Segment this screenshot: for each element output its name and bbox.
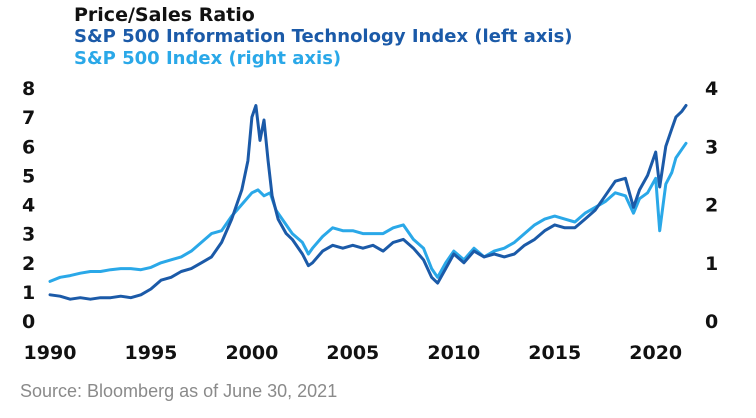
right-tick-label: 0 bbox=[705, 311, 718, 333]
title-block: Price/Sales Ratio S&P 500 Information Te… bbox=[74, 4, 573, 70]
x-tick-label: 1995 bbox=[125, 342, 178, 364]
right-axis-ticks: 0 1 2 3 4 bbox=[705, 78, 718, 333]
left-tick-label: 3 bbox=[22, 224, 35, 246]
x-tick-label: 2005 bbox=[326, 342, 379, 364]
x-tick-label: 2015 bbox=[528, 342, 581, 364]
left-tick-label: 4 bbox=[22, 195, 35, 217]
left-tick-label: 1 bbox=[22, 282, 35, 304]
left-tick-label: 2 bbox=[22, 253, 35, 275]
right-tick-label: 4 bbox=[705, 78, 718, 100]
x-tick-label: 2020 bbox=[629, 342, 682, 364]
x-tick-label: 2010 bbox=[427, 342, 480, 364]
left-tick-label: 5 bbox=[22, 165, 35, 187]
x-tick-label: 2000 bbox=[225, 342, 278, 364]
series-line-sp500-index bbox=[48, 141, 688, 283]
left-axis-ticks: 0 1 2 3 4 5 6 7 8 bbox=[22, 78, 35, 333]
left-tick-label: 7 bbox=[22, 107, 35, 129]
series-lines bbox=[48, 104, 688, 301]
right-tick-label: 2 bbox=[705, 195, 718, 217]
x-tick-label: 1990 bbox=[24, 342, 77, 364]
right-tick-label: 1 bbox=[705, 253, 718, 275]
source-note: Source: Bloomberg as of June 30, 2021 bbox=[20, 381, 338, 401]
series-line-it-index bbox=[48, 104, 688, 301]
legend-series-1: S&P 500 Information Technology Index (le… bbox=[74, 26, 573, 47]
left-tick-label: 6 bbox=[22, 136, 35, 158]
legend-series-2: S&P 500 Index (right axis) bbox=[74, 48, 342, 69]
chart-title: Price/Sales Ratio bbox=[74, 4, 255, 26]
left-tick-label: 0 bbox=[22, 311, 35, 333]
x-axis-ticks: 1990 1995 2000 2005 2010 2015 2020 bbox=[24, 342, 683, 364]
right-tick-label: 3 bbox=[705, 136, 718, 158]
left-tick-label: 8 bbox=[22, 78, 35, 100]
